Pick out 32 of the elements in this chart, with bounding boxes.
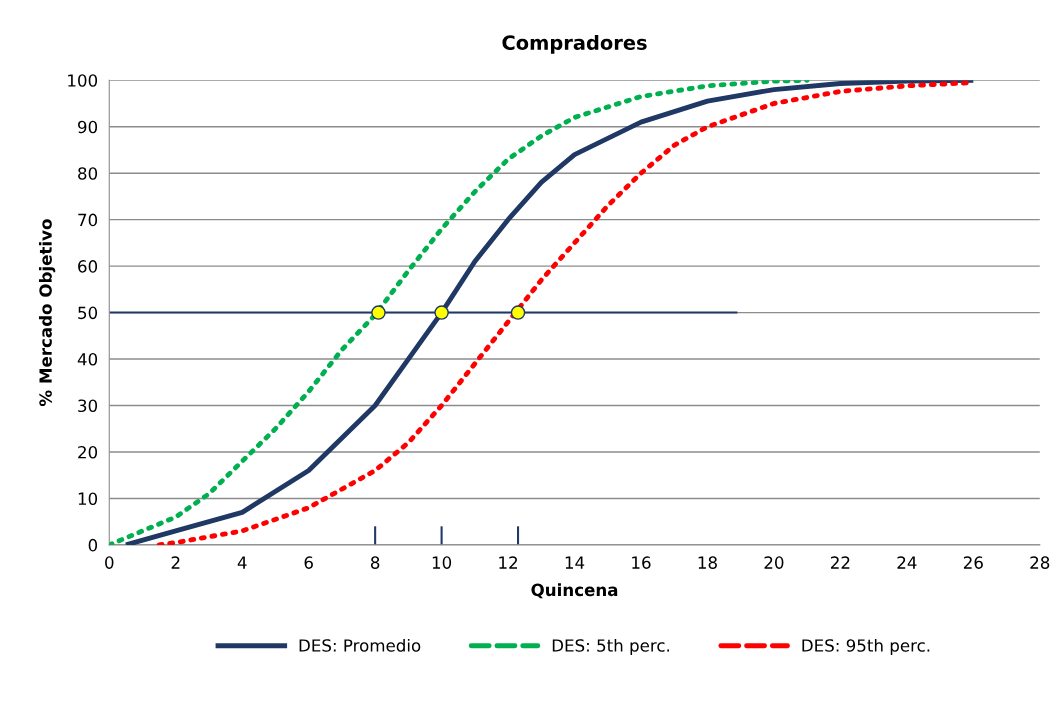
x-tick-label: 28 xyxy=(1030,556,1050,569)
y-tick-label: 30 xyxy=(78,399,98,413)
x-tick-label: 14 xyxy=(565,556,585,569)
legend-label: DES: 95th perc. xyxy=(802,638,930,656)
chart-title: Compradores xyxy=(502,34,647,54)
x-tick-label: 16 xyxy=(632,556,651,569)
x-tick-label: 26 xyxy=(963,556,983,569)
x-tick-label: 6 xyxy=(304,556,313,569)
legend-label: DES: 5th perc. xyxy=(552,638,670,656)
x-tick-label: 22 xyxy=(831,556,850,569)
x-tick-label: 4 xyxy=(237,556,247,569)
y-tick-label: 40 xyxy=(77,353,98,366)
x-tick-label: 2 xyxy=(171,556,180,569)
x-tick-label: 8 xyxy=(370,556,380,569)
y-tick-label: 80 xyxy=(78,167,98,180)
y-tick-label: 100 xyxy=(68,74,98,87)
y-tick-label: 90 xyxy=(78,120,98,134)
y-tick-label: 20 xyxy=(78,445,98,459)
x-axis-title: Quincena xyxy=(531,583,618,599)
x-tick-label: 0 xyxy=(105,556,114,569)
x-tick-label: 24 xyxy=(897,556,917,569)
x-tick-label: 10 xyxy=(432,556,452,569)
legend-label: DES: Promedio xyxy=(299,638,421,652)
y-tick-label: 0 xyxy=(88,538,98,552)
y-tick-label: 70 xyxy=(78,213,98,227)
y-tick-label: 10 xyxy=(78,492,98,505)
x-tick-label: 18 xyxy=(698,556,717,569)
y-tick-label: 60 xyxy=(78,260,98,273)
x-tick-label: 12 xyxy=(499,556,517,569)
y-axis-title: % Mercado Objetivo xyxy=(38,219,56,407)
y-tick-label: 50 xyxy=(78,306,98,320)
x-tick-label: 20 xyxy=(764,556,784,569)
